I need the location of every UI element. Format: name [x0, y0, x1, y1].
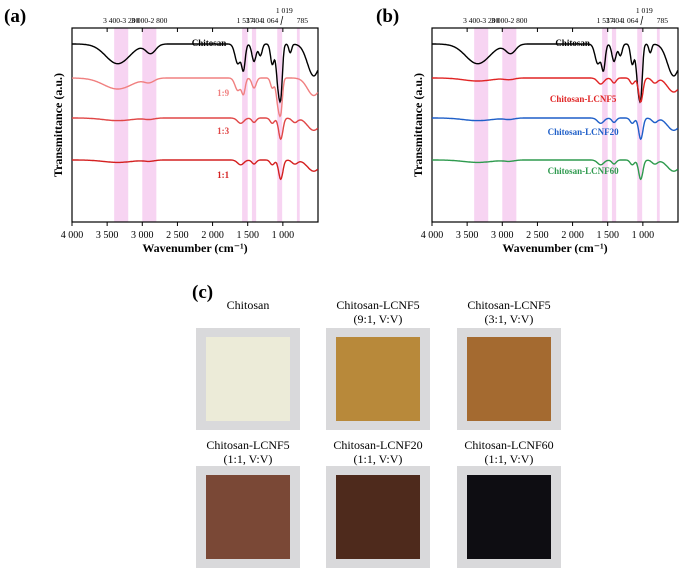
- photo-caption-line2: (3:1, V:V): [484, 312, 534, 326]
- shaded-band: [296, 28, 300, 222]
- shaded-band: [502, 28, 517, 222]
- shaded-band: [637, 28, 643, 222]
- y-axis-label: Transmittance (a.u.): [411, 73, 425, 177]
- shaded-band: [242, 28, 248, 222]
- x-tick-label: 3 000: [131, 230, 154, 241]
- panel-label-b: (b): [376, 6, 400, 27]
- series-line-1: [72, 77, 319, 118]
- x-tick-label: 2 500: [166, 230, 189, 241]
- photo-caption-line2: (1:1, V:V): [223, 452, 273, 466]
- x-tick-label: 4 000: [61, 230, 84, 241]
- shaded-band: [114, 28, 129, 222]
- photo-caption-line1: Chitosan-LCNF5: [336, 298, 420, 312]
- band-label: 785: [657, 16, 669, 25]
- series-label: 1:1: [217, 170, 229, 180]
- x-tick-label: 3 500: [96, 230, 119, 241]
- band-label: 1 064: [261, 16, 278, 25]
- band-label: 3 400-3 200: [103, 16, 139, 25]
- photo-caption-line1: Chitosan-LCNF5: [206, 438, 290, 452]
- band-label: 3 400-3 200: [463, 16, 499, 25]
- band-label: 785: [297, 16, 309, 25]
- series-label: 1:3: [217, 126, 229, 136]
- film-sample: [467, 475, 551, 559]
- x-tick-label: 1 000: [272, 230, 295, 241]
- x-tick-label: 3 000: [491, 230, 514, 241]
- x-tick-label: 2 000: [561, 230, 584, 241]
- film-photo: Chitosan-LCNF5 (3:1, V:V): [449, 298, 569, 326]
- series-line-3: [72, 159, 319, 181]
- film-sample: [467, 337, 551, 421]
- film-photo: Chitosan-LCNF5 (9:1, V:V): [318, 298, 438, 326]
- shaded-band: [656, 28, 660, 222]
- film-photo: Chitosan-LCNF20 (1:1, V:V): [318, 438, 438, 466]
- shaded-band: [277, 28, 283, 222]
- ftir-chart-a: 4 000 3 500 3 000 2 500 2 000 1 500 1 000 Waven…: [51, 6, 319, 255]
- film-sample: [206, 337, 290, 421]
- band-label: 1 019: [636, 6, 653, 15]
- band-label-arrow: [280, 15, 284, 26]
- series-line-0: [72, 43, 319, 104]
- x-tick-label: 4 000: [421, 230, 444, 241]
- x-tick-label: 3 500: [456, 230, 479, 241]
- film-sample: [206, 475, 290, 559]
- band-label: 1 019: [276, 6, 293, 15]
- series-label: Chitosan-LCNF60: [548, 166, 620, 176]
- band-label: 1 404: [246, 16, 263, 25]
- x-tick-label: 1 500: [236, 230, 259, 241]
- band-label: 1 537: [597, 16, 614, 25]
- y-axis-label: Transmittance (a.u.): [51, 73, 65, 177]
- x-axis-label: Wavenumber (cm⁻¹): [142, 241, 247, 255]
- film-sample: [336, 337, 420, 421]
- series-label: Chitosan-LCNF20: [548, 127, 620, 137]
- film-photo: Chitosan: [188, 298, 308, 312]
- film-photo: Chitosan-LCNF60 (1:1, V:V): [449, 438, 569, 466]
- band-label: 3 000-2 800: [131, 16, 167, 25]
- series-line-0: [432, 43, 679, 104]
- photo-caption-line2: (9:1, V:V): [353, 312, 403, 326]
- x-tick-label: 1 000: [632, 230, 655, 241]
- panel-label-a: (a): [4, 6, 27, 27]
- panel-label-c: (c): [192, 282, 214, 303]
- photo-caption-line2: (1:1, V:V): [484, 452, 534, 466]
- film-sample: [336, 475, 420, 559]
- series-label: Chitosan-LCNF5: [550, 94, 617, 104]
- photo-caption-line1: Chitosan-LCNF20: [333, 438, 423, 452]
- plot-frame: [431, 27, 679, 223]
- x-tick-label: 2 500: [526, 230, 549, 241]
- series-line-1: [432, 77, 679, 103]
- band-label: 1 064: [621, 16, 638, 25]
- series-line-2: [432, 117, 679, 141]
- series-label: Chitosan: [192, 38, 227, 48]
- photo-caption-line1: Chitosan: [226, 298, 270, 312]
- series-line-2: [72, 117, 319, 141]
- series-label: Chitosan: [555, 38, 590, 48]
- ftir-chart-b: 4 000 3 500 3 000 2 500 2 000 1 500 1 000 Waven…: [411, 6, 679, 255]
- photo-caption-line2: (1:1, V:V): [353, 452, 403, 466]
- band-label: 1 404: [606, 16, 623, 25]
- series-line-3: [432, 159, 679, 181]
- shaded-band: [611, 28, 617, 222]
- x-tick-label: 1 500: [596, 230, 619, 241]
- shaded-band: [602, 28, 608, 222]
- band-label: 3 000-2 800: [491, 16, 527, 25]
- x-tick-label: 2 000: [201, 230, 224, 241]
- series-label: 1:9: [217, 88, 229, 98]
- photo-caption-line1: Chitosan-LCNF5: [467, 298, 551, 312]
- shaded-band: [142, 28, 157, 222]
- band-label-arrow: [640, 15, 644, 26]
- plot-frame: [71, 27, 319, 223]
- film-photo: Chitosan-LCNF5 (1:1, V:V): [188, 438, 308, 466]
- shaded-band: [474, 28, 489, 222]
- photo-caption-line1: Chitosan-LCNF60: [464, 438, 554, 452]
- x-axis-label: Wavenumber (cm⁻¹): [502, 241, 607, 255]
- shaded-band: [251, 28, 257, 222]
- band-label: 1 537: [237, 16, 254, 25]
